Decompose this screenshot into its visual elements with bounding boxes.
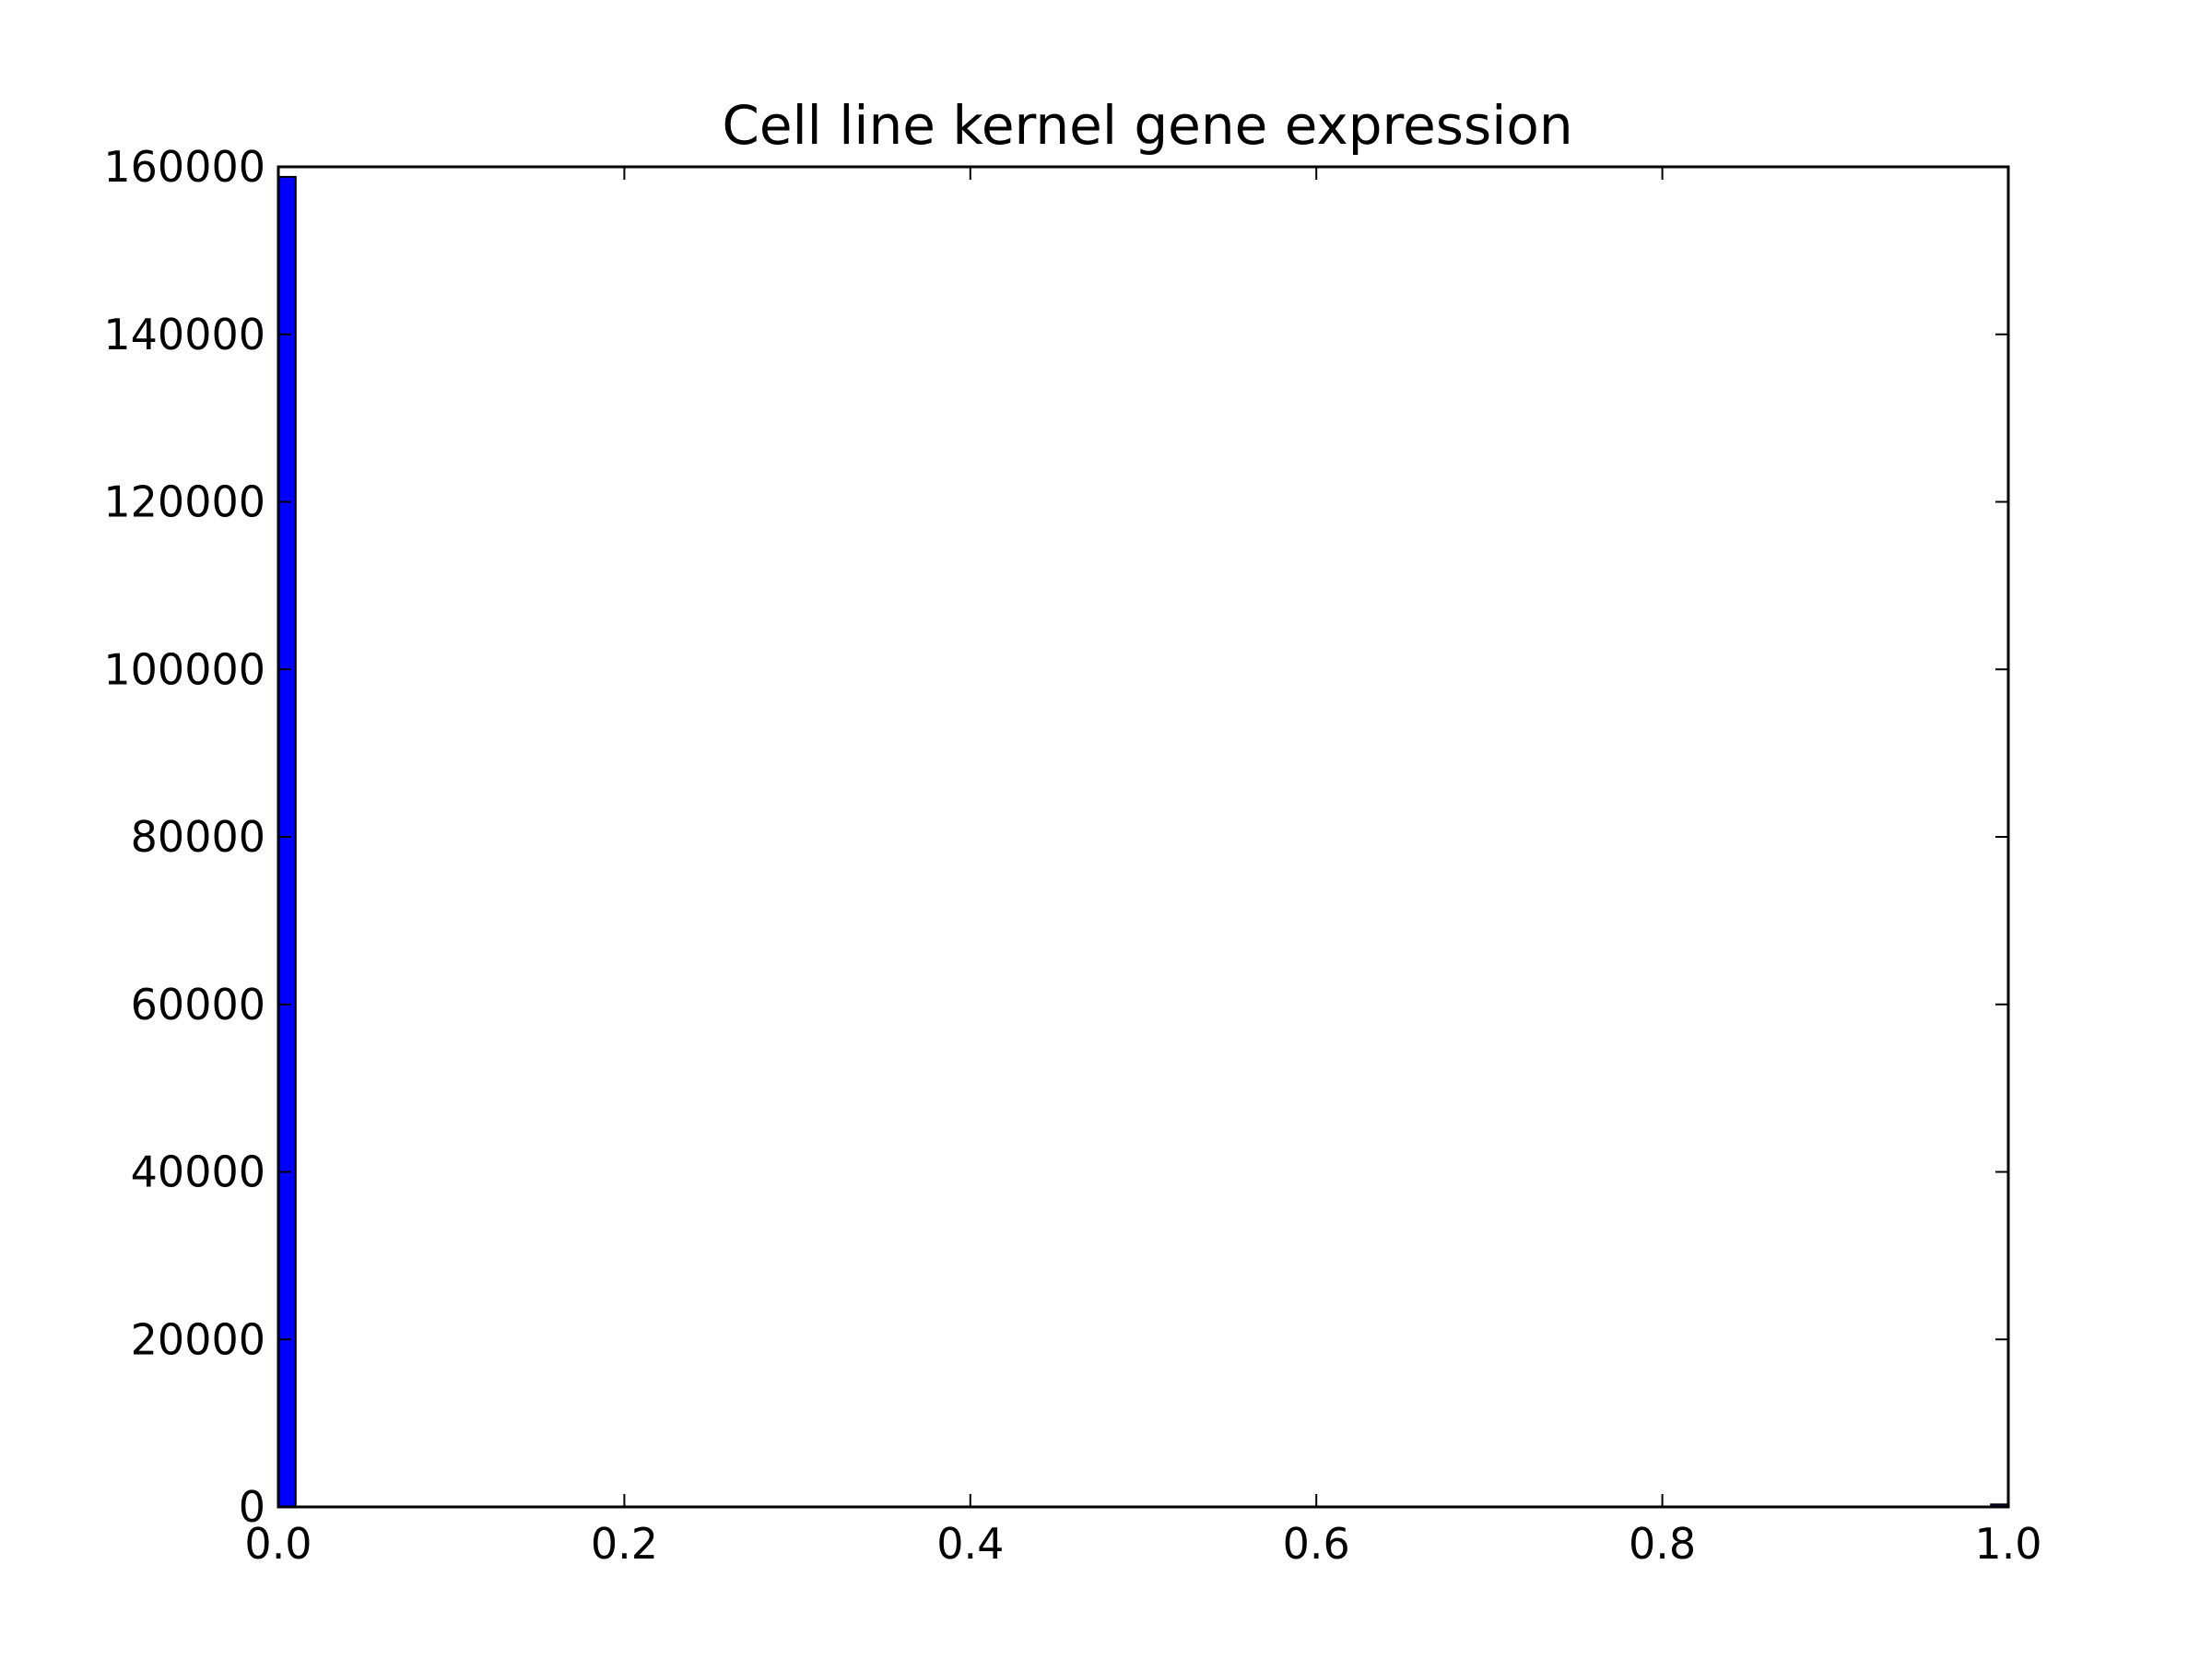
x-tick-label-1: 0.2 xyxy=(591,1519,658,1569)
ticks-group: 0.0 0.2 0.4 0.6 0.8 1.00200004000060000800001… xyxy=(103,142,2041,1569)
y-tick-label-2: 40000 xyxy=(131,1147,265,1197)
y-tick-label-4: 80000 xyxy=(131,812,265,862)
plot-frame xyxy=(278,167,2008,1507)
y-tick-label-8: 160000 xyxy=(103,142,265,192)
y-tick-label-1: 20000 xyxy=(131,1314,265,1364)
y-tick-label-6: 120000 xyxy=(103,477,265,527)
x-tick-label-2: 0.4 xyxy=(936,1519,1004,1569)
y-tick-label-7: 140000 xyxy=(103,310,265,359)
y-tick-label-0: 0 xyxy=(239,1482,265,1532)
x-tick-label-5: 1.0 xyxy=(1974,1519,2041,1569)
x-tick-label-4: 0.8 xyxy=(1629,1519,1696,1569)
chart-title: Cell line kernel gene expression xyxy=(722,94,1572,157)
y-tick-label-3: 60000 xyxy=(131,980,265,1030)
y-tick-label-5: 100000 xyxy=(103,644,265,694)
bars-group xyxy=(278,177,2008,1507)
histogram-bar-0 xyxy=(278,177,296,1507)
x-tick-label-3: 0.6 xyxy=(1283,1519,1350,1569)
